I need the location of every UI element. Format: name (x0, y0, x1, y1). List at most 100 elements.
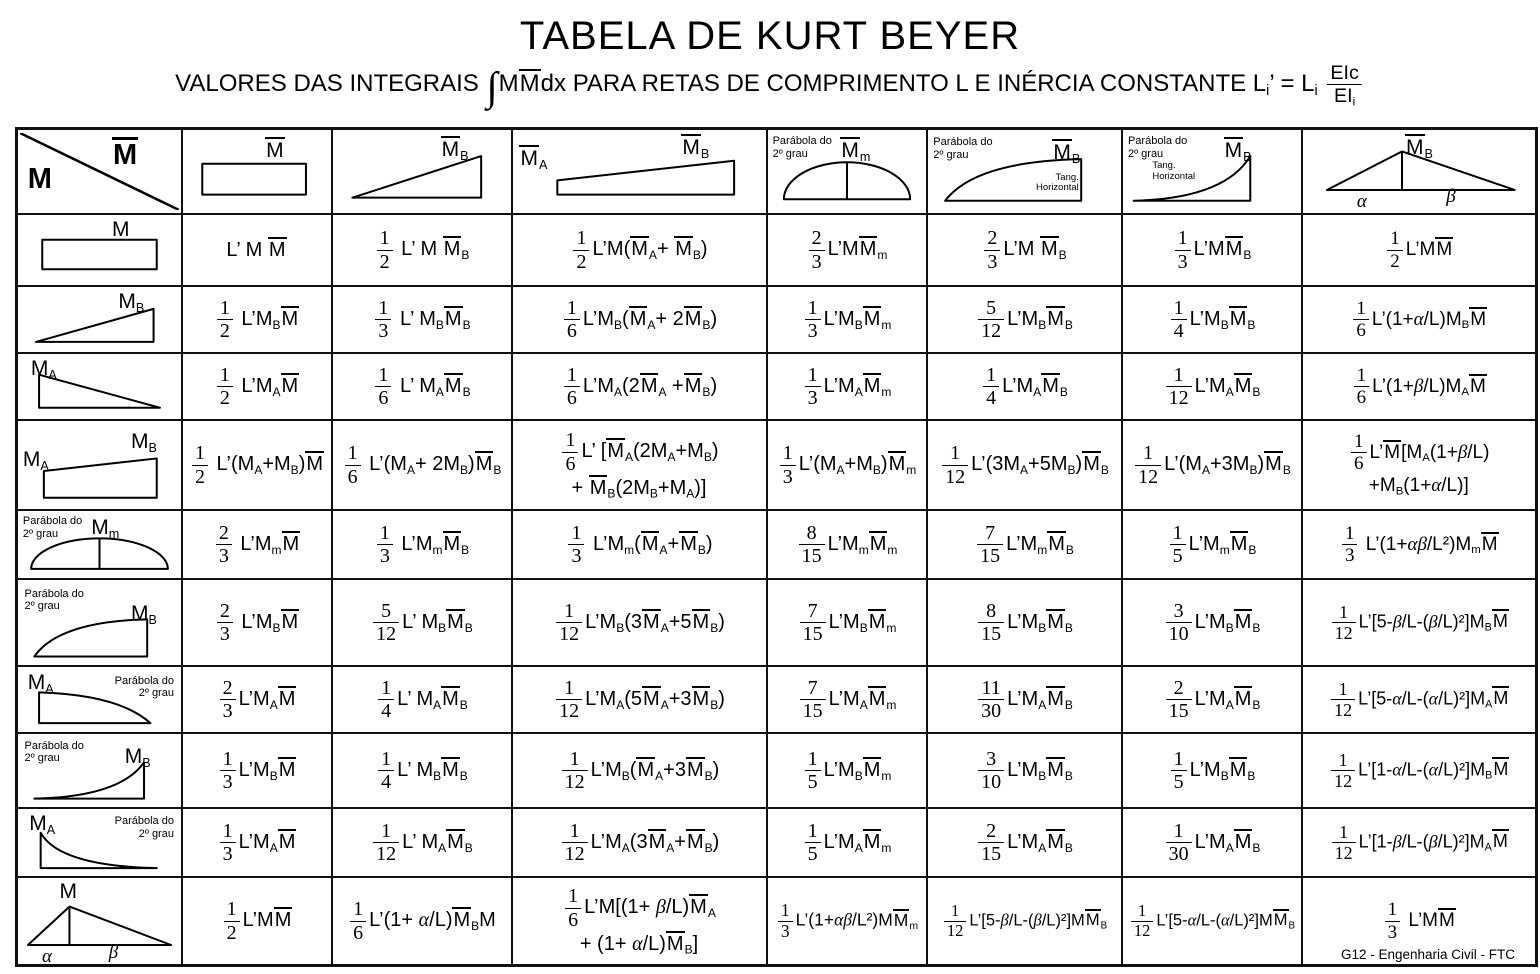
table-row: MB 1 2 L’MBM 1 3 L’ MBMB 1 6 L’MB(MA+ 2MB) 1 3 L’M… (15, 285, 1538, 354)
moment-diagram (350, 155, 482, 199)
overbar: M (867, 608, 887, 633)
overbar: M (1084, 909, 1101, 930)
diagram-r9: MA Parábola do 2º grau (20, 812, 179, 873)
moment-diagram (26, 905, 172, 946)
overbar: M (442, 530, 462, 555)
overbar: M (689, 894, 708, 919)
formula-cell-r1c1: L’ M M (180, 213, 333, 287)
overbar: M (1492, 686, 1510, 709)
overbar: M (665, 930, 685, 955)
overbar: M (1233, 828, 1253, 853)
corner-mbar-label: M (111, 136, 139, 170)
formula-cell-r8c6: 1 5 L’MBMB (1120, 732, 1303, 809)
diagram-label: β (108, 942, 119, 964)
table-row: MA 1 2 L’MAM 1 6 L’ MAMB 1 6 L’MA(2MA +MB) 1 3 L’M… (15, 352, 1538, 421)
formula-cell-r1c5: 2 3 L’M MB (925, 213, 1123, 287)
row-header-7: MA Parábola do 2º grau (15, 665, 183, 734)
fraction: 2 15 (978, 820, 1005, 866)
overbar: M (636, 756, 656, 781)
overbar: M (305, 451, 325, 476)
row-header-5: Parábola do 2º grau Mm (15, 509, 183, 580)
row-header-2: MB (15, 285, 183, 354)
diagram-label: Parábola do 2º grau (114, 674, 174, 700)
fraction: 5 12 (978, 297, 1005, 343)
formula-cell-r7c6: 2 15 L’MAMB (1120, 665, 1303, 734)
diagram-c2: MB (335, 133, 509, 210)
fraction: 1 12 (556, 600, 583, 646)
overbar: M (887, 451, 907, 476)
formula-cell-r4c3: 1 6 L’ [MA(2MA+MB) + MB(2MB+MA)] (510, 419, 768, 511)
overbar: M (691, 685, 711, 710)
moment-diagram (41, 238, 158, 271)
fraction: 1 12 (1331, 602, 1356, 643)
overbar: M (443, 305, 463, 330)
formula-cell-r10c4: 1 3 L’(1+αβ/L²)MMm (765, 876, 928, 967)
diagram-label: Parábola do 2º grau (772, 135, 832, 160)
overbar: M (1491, 609, 1509, 632)
integral-sign: ∫ (486, 63, 498, 109)
diagram-c4: Parábola do 2º grau Mm (770, 133, 924, 210)
overbar: M (1492, 757, 1510, 780)
overbar: M (681, 133, 701, 159)
overbar: M (642, 608, 661, 633)
overbar: M (630, 236, 649, 261)
integral-table: M M M MB MA MB Parábola do 2º grau Mm Parábola do… (15, 127, 1538, 967)
formula-cell-r6c5: 8 15 L’MBMB (925, 578, 1123, 667)
formula-cell-r4c5: 1 12 L’(3MA+5MB)MB (925, 419, 1123, 511)
moment-diagram (34, 307, 155, 343)
formula-cell-r3c4: 1 3 L’MAMm (765, 352, 928, 421)
moment-diagram (1132, 155, 1251, 202)
diagram-label: Parábola do 2º grau (24, 587, 84, 613)
overbar: M (1272, 909, 1289, 930)
moment-diagram (33, 618, 148, 658)
overbar: M (277, 828, 297, 853)
formula-cell-r1c3: 1 2 L’M(MA+ MB) (510, 213, 768, 287)
overbar: M (1082, 451, 1101, 476)
row-header-9: MA Parábola do 2º grau (15, 807, 183, 878)
formula-cell-r5c5: 7 15 L’MmMB (925, 509, 1123, 580)
fraction: 8 15 (978, 600, 1005, 646)
col-header-5: Parábola do 2º grau MB Tang. Horizontal (925, 127, 1123, 215)
overbar: M (1438, 908, 1456, 932)
formula-cell-r7c7: 1 12 L’[5-α/L-(α/L)²]MAM (1300, 665, 1538, 734)
overbar: M (685, 828, 705, 853)
overbar: M (674, 236, 693, 261)
col-header-4: Parábola do 2º grau Mm (765, 127, 928, 215)
table-row: MA Parábola do 2º grau 2 3 L’MAM 1 4 L’ MAMB 1 12 L… (15, 665, 1538, 734)
diagram-label: Tang. Horizontal (1152, 160, 1196, 182)
formula-cell-r6c4: 7 15 L’MBMm (765, 578, 928, 667)
overbar: M (280, 608, 300, 633)
table-row: MA MB 1 2 L’(MA+MB)M 1 6 L’(MA+ 2MB)MB 1 6 L’ [M… (15, 419, 1538, 511)
moment-diagram (555, 159, 735, 196)
table-row: Parábola do 2º grau MB 1 3 L’MBM 1 4 L’ MBMB 1 12 L… (15, 732, 1538, 809)
diagram-r3: MA (20, 357, 179, 416)
overbar: M (1046, 305, 1065, 330)
formula-cell-r7c4: 7 15 L’MAMm (765, 665, 928, 734)
fraction: 1 12 (1165, 364, 1192, 410)
moment-diagram (42, 457, 158, 499)
overbar: M (1383, 439, 1402, 463)
diagram-r5: Parábola do 2º grau Mm (20, 514, 179, 575)
moment-diagram (33, 761, 145, 800)
